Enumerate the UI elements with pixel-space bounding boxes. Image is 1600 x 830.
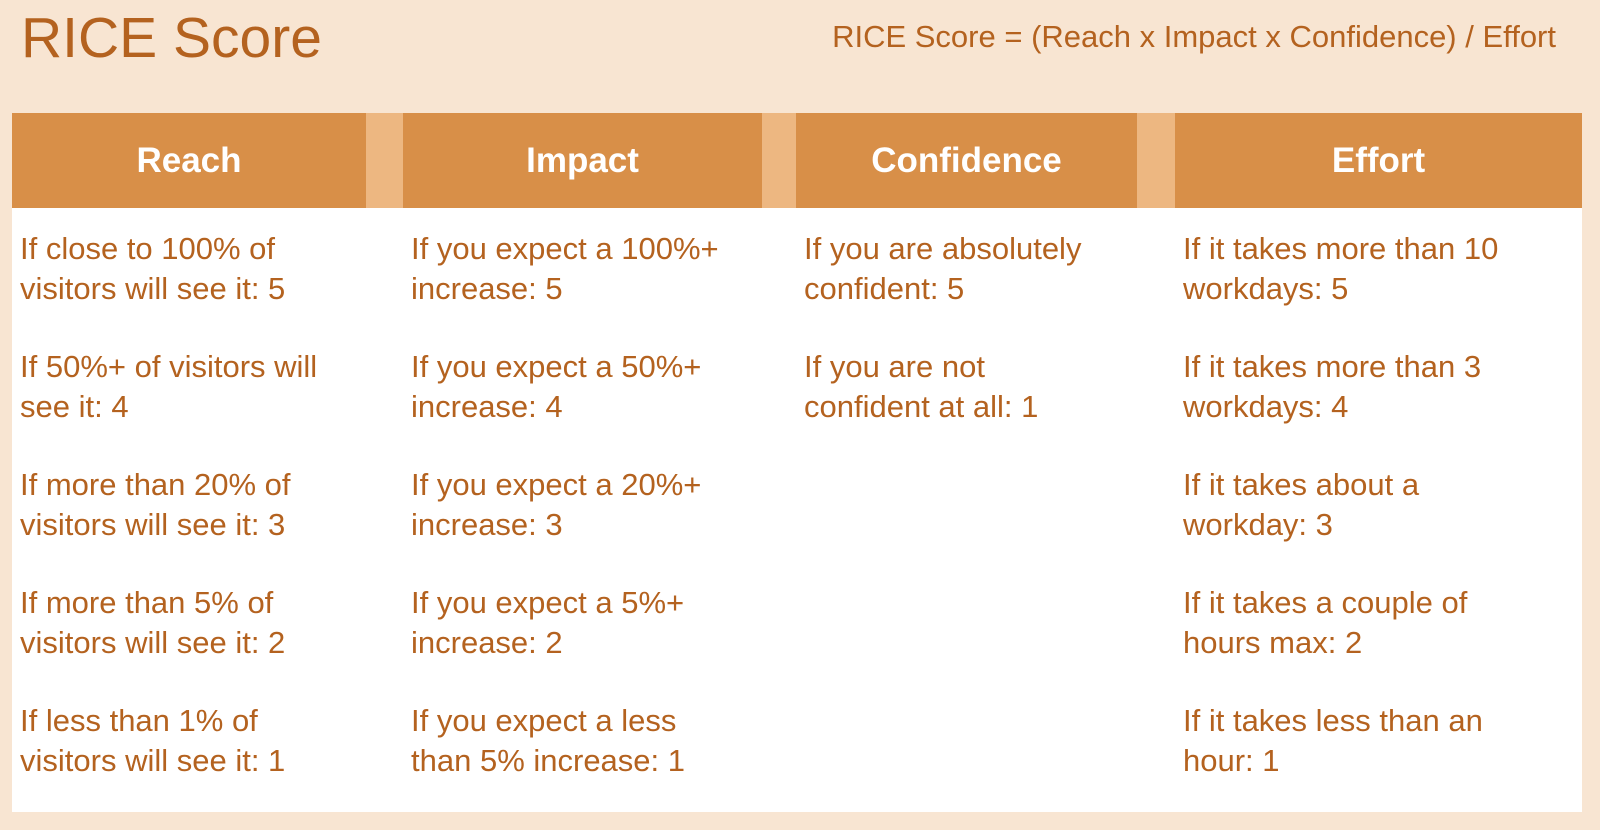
page-title: RICE Score [21,6,322,70]
confidence-entry-5: If you are absolutely confident: 5 [804,229,1081,309]
entry-line: If close to 100% of [20,231,276,266]
entry-line: confident at all: 1 [804,389,1039,424]
entry-line: hours max: 2 [1183,625,1363,660]
header-impact: Impact [403,113,762,208]
confidence-entry-1: If you are not confident at all: 1 [804,347,1038,427]
header-reach: Reach [12,113,366,208]
entry-line: visitors will see it: 3 [20,507,286,542]
entry-line: visitors will see it: 5 [20,271,286,306]
entry-line: workday: 3 [1183,507,1333,542]
reach-entry-3: If more than 20% of visitors will see it… [20,465,291,545]
table-header-row: Reach Impact Confidence Effort [12,113,1582,208]
entry-line: If less than 1% of [20,703,258,738]
entry-line: than 5% increase: 1 [411,743,686,778]
entry-line: If 50%+ of visitors will [20,349,318,384]
entry-line: If you expect a 20%+ [411,467,702,502]
entry-line: If more than 5% of [20,585,274,620]
impact-entry-2: If you expect a 5%+ increase: 2 [411,583,684,663]
entry-line: If you are absolutely [804,231,1082,266]
header-effort: Effort [1175,113,1582,208]
effort-entry-2: If it takes a couple of hours max: 2 [1183,583,1467,663]
entry-line: workdays: 5 [1183,271,1349,306]
entry-line: confident: 5 [804,271,965,306]
reach-entry-1: If less than 1% of visitors will see it:… [20,701,285,781]
column-reach: If close to 100% of visitors will see it… [12,208,366,812]
column-effort: If it takes more than 10 workdays: 5 If … [1175,208,1582,812]
entry-line: increase: 2 [411,625,563,660]
reach-entry-2: If more than 5% of visitors will see it:… [20,583,285,663]
entry-line: If more than 20% of [20,467,291,502]
reach-entry-5: If close to 100% of visitors will see it… [20,229,285,309]
entry-line: If you expect a 5%+ [411,585,685,620]
entry-line: increase: 4 [411,389,563,424]
entry-line: If it takes less than an [1183,703,1483,738]
effort-entry-1: If it takes less than an hour: 1 [1183,701,1483,781]
rice-formula: RICE Score = (Reach x Impact x Confidenc… [832,19,1556,54]
entry-line: If it takes a couple of [1183,585,1468,620]
entry-line: If you expect a 50%+ [411,349,702,384]
effort-entry-4: If it takes more than 3 workdays: 4 [1183,347,1481,427]
entry-line: If it takes more than 3 [1183,349,1482,384]
header-confidence: Confidence [796,113,1137,208]
entry-line: visitors will see it: 2 [20,625,286,660]
reach-entry-4: If 50%+ of visitors will see it: 4 [20,347,317,427]
column-impact: If you expect a 100%+ increase: 5 If you… [403,208,762,812]
entry-line: increase: 5 [411,271,563,306]
entry-line: If you expect a less [411,703,677,738]
entry-line: If it takes about a [1183,467,1420,502]
entry-line: If you are not [804,349,985,384]
entry-line: If it takes more than 10 [1183,231,1499,266]
impact-entry-4: If you expect a 50%+ increase: 4 [411,347,701,427]
entry-line: visitors will see it: 1 [20,743,286,778]
impact-entry-5: If you expect a 100%+ increase: 5 [411,229,719,309]
entry-line: workdays: 4 [1183,389,1349,424]
rice-table: Reach Impact Confidence Effort If close … [12,113,1582,812]
effort-entry-5: If it takes more than 10 workdays: 5 [1183,229,1498,309]
column-confidence: If you are absolutely confident: 5 If yo… [796,208,1137,812]
entry-line: If you expect a 100%+ [411,231,719,266]
entry-line: hour: 1 [1183,743,1280,778]
impact-entry-3: If you expect a 20%+ increase: 3 [411,465,701,545]
effort-entry-3: If it takes about a workday: 3 [1183,465,1419,545]
entry-line: see it: 4 [20,389,129,424]
impact-entry-1: If you expect a less than 5% increase: 1 [411,701,685,781]
entry-line: increase: 3 [411,507,563,542]
